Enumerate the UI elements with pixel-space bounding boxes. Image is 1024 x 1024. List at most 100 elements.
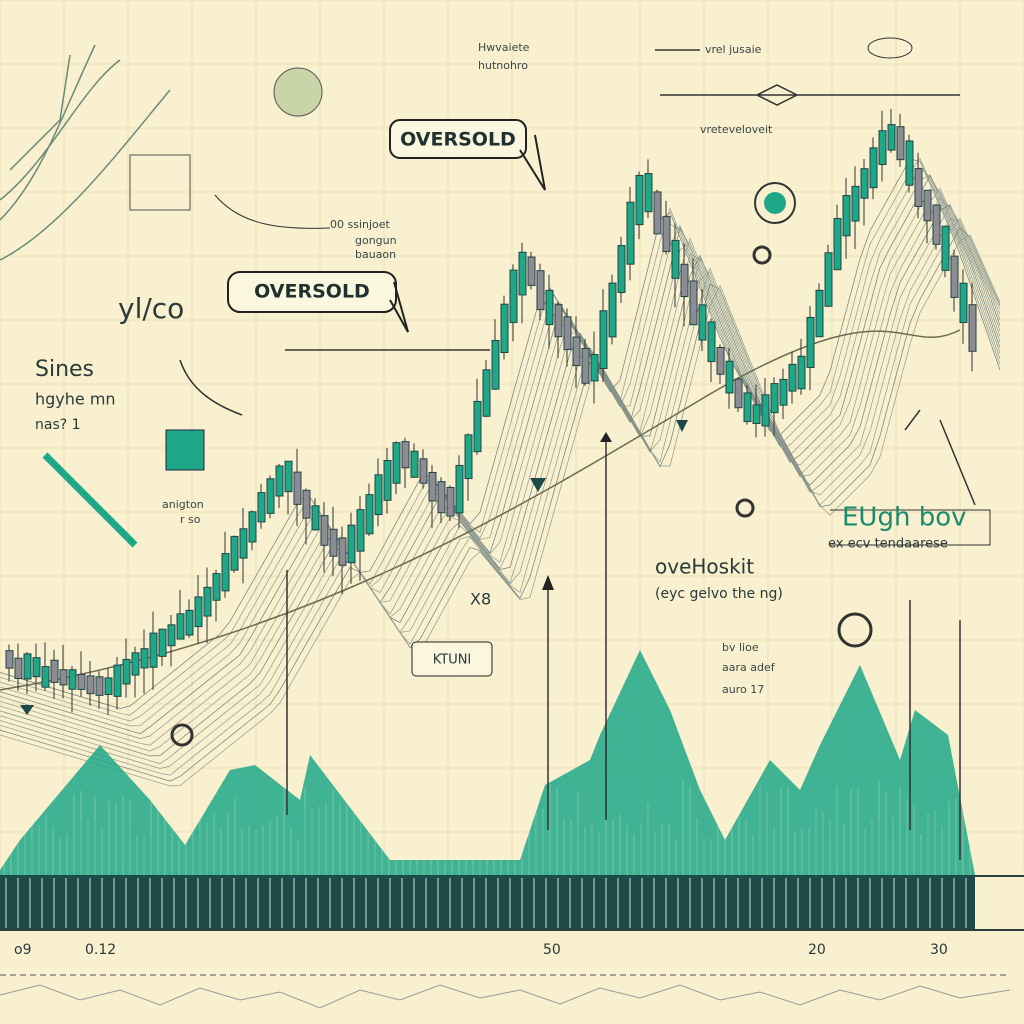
note: 00 ssinjoet [330,218,391,231]
candle-body [248,511,257,543]
candle-body [851,185,860,222]
volume-strip [0,875,975,930]
candle-body [752,404,761,425]
candle-body [374,474,383,516]
candle-body [500,303,509,354]
ma-line [0,158,1001,709]
clock-icon [837,612,873,648]
candle-body [671,239,680,279]
axis-label: 30 [930,942,948,958]
candle-body [653,191,662,235]
candle-body [914,168,923,207]
pointer [214,194,331,229]
candle-body [743,392,752,423]
note: ex ecv tendaarese [828,537,948,552]
candle-body [455,464,464,514]
oscillator [0,984,1011,1009]
axis-label: 50 [543,942,561,958]
candle-body [32,657,41,678]
ma-line [0,157,1001,716]
callout-tail [519,134,546,191]
candle-body [662,215,671,253]
volume [0,650,975,875]
candle-body [482,369,491,417]
callout-text: OVERSOLD [400,129,516,151]
candle-body [356,509,365,552]
candle-body [878,130,887,166]
candle-body [185,609,194,636]
candle-body [392,442,401,484]
candle-body [644,173,653,213]
candle-body [716,346,725,375]
ma-line [0,174,1001,727]
candle-body [221,553,230,592]
ma-line [0,217,1001,776]
note: auro 17 [722,683,764,696]
candle-body [572,336,581,367]
note: anigton [162,498,204,511]
lines [285,349,976,506]
candle-body [761,394,770,427]
candle-body [554,304,563,338]
candle-body [617,245,626,294]
dot-icon [735,498,755,518]
candle-body [230,535,239,571]
candle-body [509,269,518,323]
axis-label: o9 [14,942,31,958]
note: aara adef [722,661,776,674]
candle-body [428,471,437,502]
callout-tail [389,281,409,333]
candle-body [293,471,302,505]
note: nas? 1 [35,417,81,433]
candle-body [887,124,896,151]
candle-body [779,378,788,406]
candle-body [788,363,797,392]
candle-body [725,360,734,394]
candle-body [824,252,833,307]
note: hutnohro [478,59,528,72]
candle-body [149,632,158,668]
candle-body [842,195,851,237]
coin [273,67,323,117]
candle-body [860,168,869,199]
icon-box [165,429,205,471]
candle-body [77,673,86,690]
candle-body [770,383,779,414]
candle-body [446,486,455,517]
candle-body [122,658,131,685]
candle-body [734,378,743,409]
candle-body [608,282,617,338]
candle-body [599,310,608,369]
candle-body [266,478,275,514]
target [764,192,786,214]
candle-body [23,653,32,680]
candle-body [50,659,59,683]
arrow [179,359,243,416]
ma-line [0,204,1001,757]
candle-body [239,528,248,559]
candle-body [896,126,905,161]
ma-line [0,234,1001,787]
candle-body [338,537,347,566]
note: r so [180,513,201,526]
candle-body [536,270,545,311]
callout-box [411,641,493,677]
candle-body [545,289,554,326]
candle-body [95,676,104,696]
candle-body [626,201,635,265]
candle-body [959,282,968,324]
candle-body [167,624,176,647]
axis-label: 20 [808,942,826,958]
lines [655,49,960,106]
candle-body [401,441,410,469]
note: X8 [470,590,491,609]
candles [5,108,977,715]
candle-body [950,255,959,298]
note: yl/co [118,292,184,325]
note: bv lioe [722,641,759,654]
note: Sines [35,357,94,382]
candle-body [563,316,572,351]
candle-body [383,459,392,501]
candle-body [257,492,266,523]
candle-body [797,355,806,390]
